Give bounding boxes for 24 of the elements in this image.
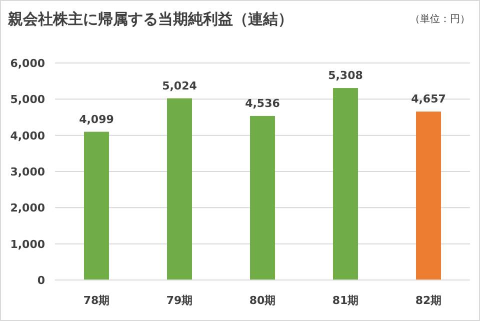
x-tick-label: 79期 bbox=[166, 294, 193, 307]
y-tick-label: 2,000 bbox=[10, 202, 46, 215]
bar bbox=[84, 132, 109, 280]
text: （単位：円） bbox=[410, 13, 470, 25]
y-tick-label: 3,000 bbox=[10, 166, 46, 178]
y-tick-label: 0 bbox=[37, 274, 46, 287]
data-label: 5,308 bbox=[328, 69, 363, 82]
data-label: 4,099 bbox=[79, 112, 114, 126]
y-tick-label: 5,000 bbox=[10, 93, 46, 106]
x-tick-label: 78期 bbox=[83, 294, 110, 307]
y-tick-label: 4,000 bbox=[10, 129, 46, 142]
bar bbox=[416, 112, 441, 280]
x-tick-label: 81期 bbox=[332, 294, 359, 307]
x-tick-label: 80期 bbox=[249, 294, 276, 307]
data-label: 4,536 bbox=[245, 96, 280, 110]
bar bbox=[167, 98, 192, 280]
data-label: 5,024 bbox=[162, 79, 198, 92]
bar bbox=[333, 88, 358, 280]
y-tick-label: 1,000 bbox=[10, 238, 46, 251]
bar bbox=[250, 116, 275, 280]
data-label: 4,657 bbox=[411, 92, 446, 106]
x-tick-label: 82期 bbox=[415, 294, 442, 307]
chart-title: 親会社株主に帰属する当期純利益（連結） bbox=[7, 10, 293, 28]
y-tick-label: 6,000 bbox=[10, 57, 46, 70]
